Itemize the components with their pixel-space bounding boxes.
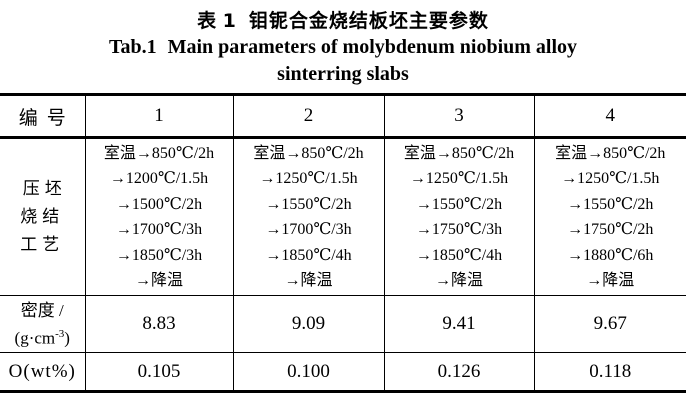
density-value-slab-4: 9.67 (533, 295, 686, 353)
row-label-oxygen: O(wt%) (0, 352, 85, 393)
row-label-sintering-process: 压坯 烧结 工艺 (0, 138, 85, 296)
process-cell-slab-3: 室温→850℃/2h →1250℃/1.5h →1550℃/2h →1750℃/… (383, 137, 534, 296)
table-caption-english-line2: sinterring slabs (277, 63, 409, 85)
header-cell-slab-1: 1 (84, 93, 233, 139)
table-row-sintering-process: 压坯 烧结 工艺 室温→850℃/2h →1200℃/1.5h →1500℃/2… (0, 137, 686, 296)
density-unit-suffix: ) (64, 328, 70, 348)
row-label-number: 编号 (0, 93, 85, 139)
density-value-slab-3: 9.41 (383, 295, 534, 353)
density-unit: (g·cm-3) (0, 323, 85, 350)
density-label-text: 密度 / (20, 300, 64, 320)
oxygen-value-slab-4: 0.118 (533, 352, 686, 393)
process-schedule-slab-2: 室温→850℃/2h →1250℃/1.5h →1550℃/2h →1700℃/… (253, 144, 364, 290)
header-cell-slab-3: 3 (383, 93, 534, 139)
density-unit-prefix: (g·cm (14, 328, 56, 348)
oxygen-value-slab-1: 0.105 (84, 352, 233, 393)
table-caption-english-number: Tab.1 (108, 36, 157, 58)
density-unit-exponent: -3 (55, 327, 65, 340)
table-caption-chinese-number: 表 1 (197, 10, 236, 32)
oxygen-value-slab-3: 0.126 (383, 352, 534, 393)
process-schedule-slab-4: 室温→850℃/2h →1250℃/1.5h →1550℃/2h →1750℃/… (555, 144, 666, 290)
header-cell-slab-4: 4 (533, 93, 686, 139)
oxygen-value-slab-2: 0.100 (232, 352, 384, 393)
row-label-sintering-process-text: 压坯 烧结 工艺 (20, 179, 67, 254)
table-row-header: 编号 1 2 3 4 (0, 93, 686, 139)
table-row-density: 密度 / (g·cm-3) 8.83 9.09 9.41 9.67 (0, 295, 686, 353)
table-row-oxygen: O(wt%) 0.105 0.100 0.126 0.118 (0, 352, 686, 393)
table-caption-english-text: Main parameters of molybdenum niobium al… (167, 36, 578, 58)
header-cell-slab-2: 2 (232, 93, 384, 139)
process-schedule-slab-3: 室温→850℃/2h →1250℃/1.5h →1550℃/2h →1750℃/… (403, 144, 515, 290)
table-caption-chinese: 表 1 钼铌合金烧结板坯主要参数 (0, 0, 686, 34)
parameters-table: 编号 1 2 3 4 压坯 烧结 工艺 室温→850℃/2h →1200℃/1.… (0, 93, 686, 393)
process-schedule-slab-1: 室温→850℃/2h →1200℃/1.5h →1500℃/2h →1700℃/… (103, 144, 215, 290)
process-cell-slab-1: 室温→850℃/2h →1200℃/1.5h →1500℃/2h →1700℃/… (84, 137, 233, 296)
table-caption-english-line1: Tab.1 Main parameters of molybdenum niobi… (0, 34, 686, 61)
density-value-slab-2: 9.09 (232, 295, 384, 353)
row-label-density: 密度 / (g·cm-3) (0, 295, 85, 353)
density-value-slab-1: 8.83 (84, 295, 233, 353)
process-cell-slab-2: 室温→850℃/2h →1250℃/1.5h →1550℃/2h →1700℃/… (232, 137, 384, 296)
table-caption-chinese-text: 钼铌合金烧结板坯主要参数 (248, 10, 489, 32)
process-cell-slab-4: 室温→850℃/2h →1250℃/1.5h →1550℃/2h →1750℃/… (533, 137, 686, 296)
